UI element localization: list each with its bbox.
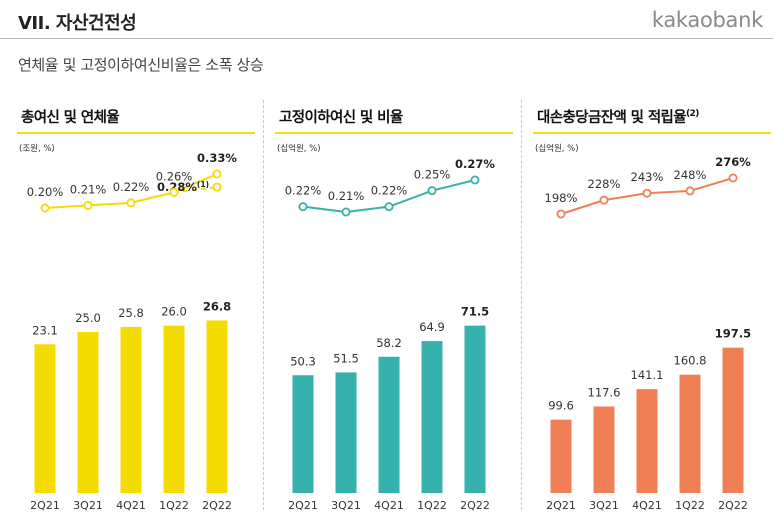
- bar: [120, 326, 142, 493]
- title-underline: [17, 132, 255, 134]
- bar: [550, 419, 572, 493]
- bar-value-label: 26.0: [161, 305, 187, 319]
- line-value-label: 0.20%: [27, 185, 64, 199]
- chart-svg: 50.3 2Q21 51.5 3Q21 58.2 4Q21 64.9 1Q22 71.5 2Q22…: [285, 157, 496, 512]
- x-tick-label: 2Q21: [288, 499, 318, 512]
- line-value-label: 0.25%: [414, 168, 451, 182]
- x-tick-label: 2Q21: [546, 499, 576, 512]
- page-subtitle: 연체율 및 고정이하여신비율은 소폭 상승: [18, 56, 264, 74]
- bar-value-label: 51.5: [333, 351, 359, 365]
- bar: [292, 375, 314, 493]
- chart-title: 총여신 및 연체율: [21, 110, 120, 126]
- line-point: [298, 202, 308, 212]
- line-point: [728, 173, 738, 183]
- x-tick-label: 1Q22: [159, 499, 189, 512]
- bar: [722, 347, 744, 493]
- x-tick-label: 4Q21: [374, 499, 404, 512]
- chart-title: 고정이하여신 및 비율: [279, 110, 403, 126]
- line-value-label: 248%: [674, 168, 707, 182]
- line-value-label: 0.22%: [371, 184, 408, 198]
- line-point: [642, 188, 652, 198]
- bar: [464, 325, 486, 493]
- brand-logo: kakaobank: [651, 8, 763, 32]
- line-point: [556, 209, 566, 219]
- line-value-label: 198%: [545, 191, 578, 205]
- line-value-label: 243%: [631, 170, 664, 184]
- bar: [163, 325, 185, 493]
- line-value-label: 0.21%: [328, 189, 365, 203]
- line-value-label: 0.26%: [156, 169, 193, 183]
- bar-value-label: 25.8: [118, 306, 144, 320]
- title-underline: [533, 132, 771, 134]
- chart-svg: 99.6 2Q21 117.6 3Q21 141.1 4Q21 160.8 1Q22 197.5…: [545, 155, 752, 512]
- bar: [679, 374, 701, 493]
- line-value-label: 228%: [588, 177, 621, 191]
- chart-title: 대손충당금잔액 및 적립율(2): [537, 109, 699, 126]
- panel-divider: [263, 100, 264, 510]
- x-tick-label: 3Q21: [589, 499, 619, 512]
- bar: [636, 389, 658, 493]
- bar-value-label: 58.2: [376, 336, 402, 350]
- bar: [593, 406, 615, 493]
- series-line-dashed: [173, 186, 218, 194]
- line-point: [212, 182, 222, 192]
- line-point: [685, 186, 695, 196]
- section-title: VII. 자산건전성: [18, 13, 137, 34]
- line-point: [427, 186, 437, 196]
- line-point: [169, 187, 179, 197]
- x-tick-label: 2Q22: [202, 499, 232, 512]
- line-point: [40, 203, 50, 213]
- bar-value-label: 23.1: [32, 323, 58, 337]
- line-point: [384, 202, 394, 212]
- chart-panel-provisions: 대손충당금잔액 및 적립율(2) (십억원, %) 99.6 2Q21 117.6 3…: [533, 100, 771, 514]
- bar: [335, 372, 357, 493]
- line-value-label: 0.33%: [197, 151, 237, 165]
- chart-unit: (십억원, %): [535, 144, 579, 154]
- bar-value-label: 50.3: [290, 354, 316, 368]
- x-tick-label: 4Q21: [632, 499, 662, 512]
- bar-value-label: 26.8: [203, 299, 231, 313]
- header-divider: [0, 38, 773, 39]
- line-value-label: 0.21%: [70, 182, 107, 196]
- line-point: [212, 169, 222, 179]
- x-tick-label: 1Q22: [417, 499, 447, 512]
- x-tick-label: 3Q21: [73, 499, 103, 512]
- bar-value-label: 160.8: [674, 354, 707, 368]
- line-point: [470, 175, 480, 185]
- chart-svg: 23.1 2Q21 25.0 3Q21 25.8 4Q21 26.0 1Q22 26.8 2Q22…: [27, 151, 238, 512]
- chart-unit: (십억원, %): [277, 144, 321, 154]
- bar: [421, 341, 443, 493]
- x-tick-label: 4Q21: [116, 499, 146, 512]
- line-point: [126, 198, 136, 208]
- bar-value-label: 99.6: [548, 399, 574, 413]
- panel-divider: [521, 100, 522, 510]
- bar-value-label: 197.5: [715, 327, 751, 341]
- line-value-label: 0.22%: [285, 184, 322, 198]
- bar-value-label: 117.6: [588, 385, 621, 399]
- line-point: [341, 207, 351, 217]
- x-tick-label: 3Q21: [331, 499, 361, 512]
- bar-value-label: 25.0: [75, 311, 101, 325]
- line-value-label: 0.27%: [455, 157, 495, 171]
- line-value-label: 0.22%: [113, 180, 150, 194]
- bar-value-label: 64.9: [419, 320, 445, 334]
- chart-panel-loans: 총여신 및 연체율 (조원, %) 23.1 2Q21 25.0 3Q21 25.8 4Q…: [17, 100, 255, 514]
- line-point: [83, 200, 93, 210]
- bar: [34, 344, 56, 493]
- bar-value-label: 141.1: [631, 368, 664, 382]
- footnote-marker: (1): [197, 180, 209, 189]
- title-underline: [275, 132, 513, 134]
- bar-value-label: 71.5: [461, 305, 489, 319]
- bar: [378, 356, 400, 493]
- line-point: [599, 195, 609, 205]
- bar: [206, 320, 228, 493]
- x-tick-label: 2Q22: [460, 499, 490, 512]
- x-tick-label: 2Q21: [30, 499, 60, 512]
- bar: [77, 332, 99, 493]
- line-value-label: 276%: [715, 155, 751, 169]
- x-tick-label: 2Q22: [718, 499, 748, 512]
- chart-panel-npl: 고정이하여신 및 비율 (십억원, %) 50.3 2Q21 51.5 3Q21 58.…: [275, 100, 513, 514]
- x-tick-label: 1Q22: [675, 499, 705, 512]
- chart-unit: (조원, %): [19, 144, 55, 154]
